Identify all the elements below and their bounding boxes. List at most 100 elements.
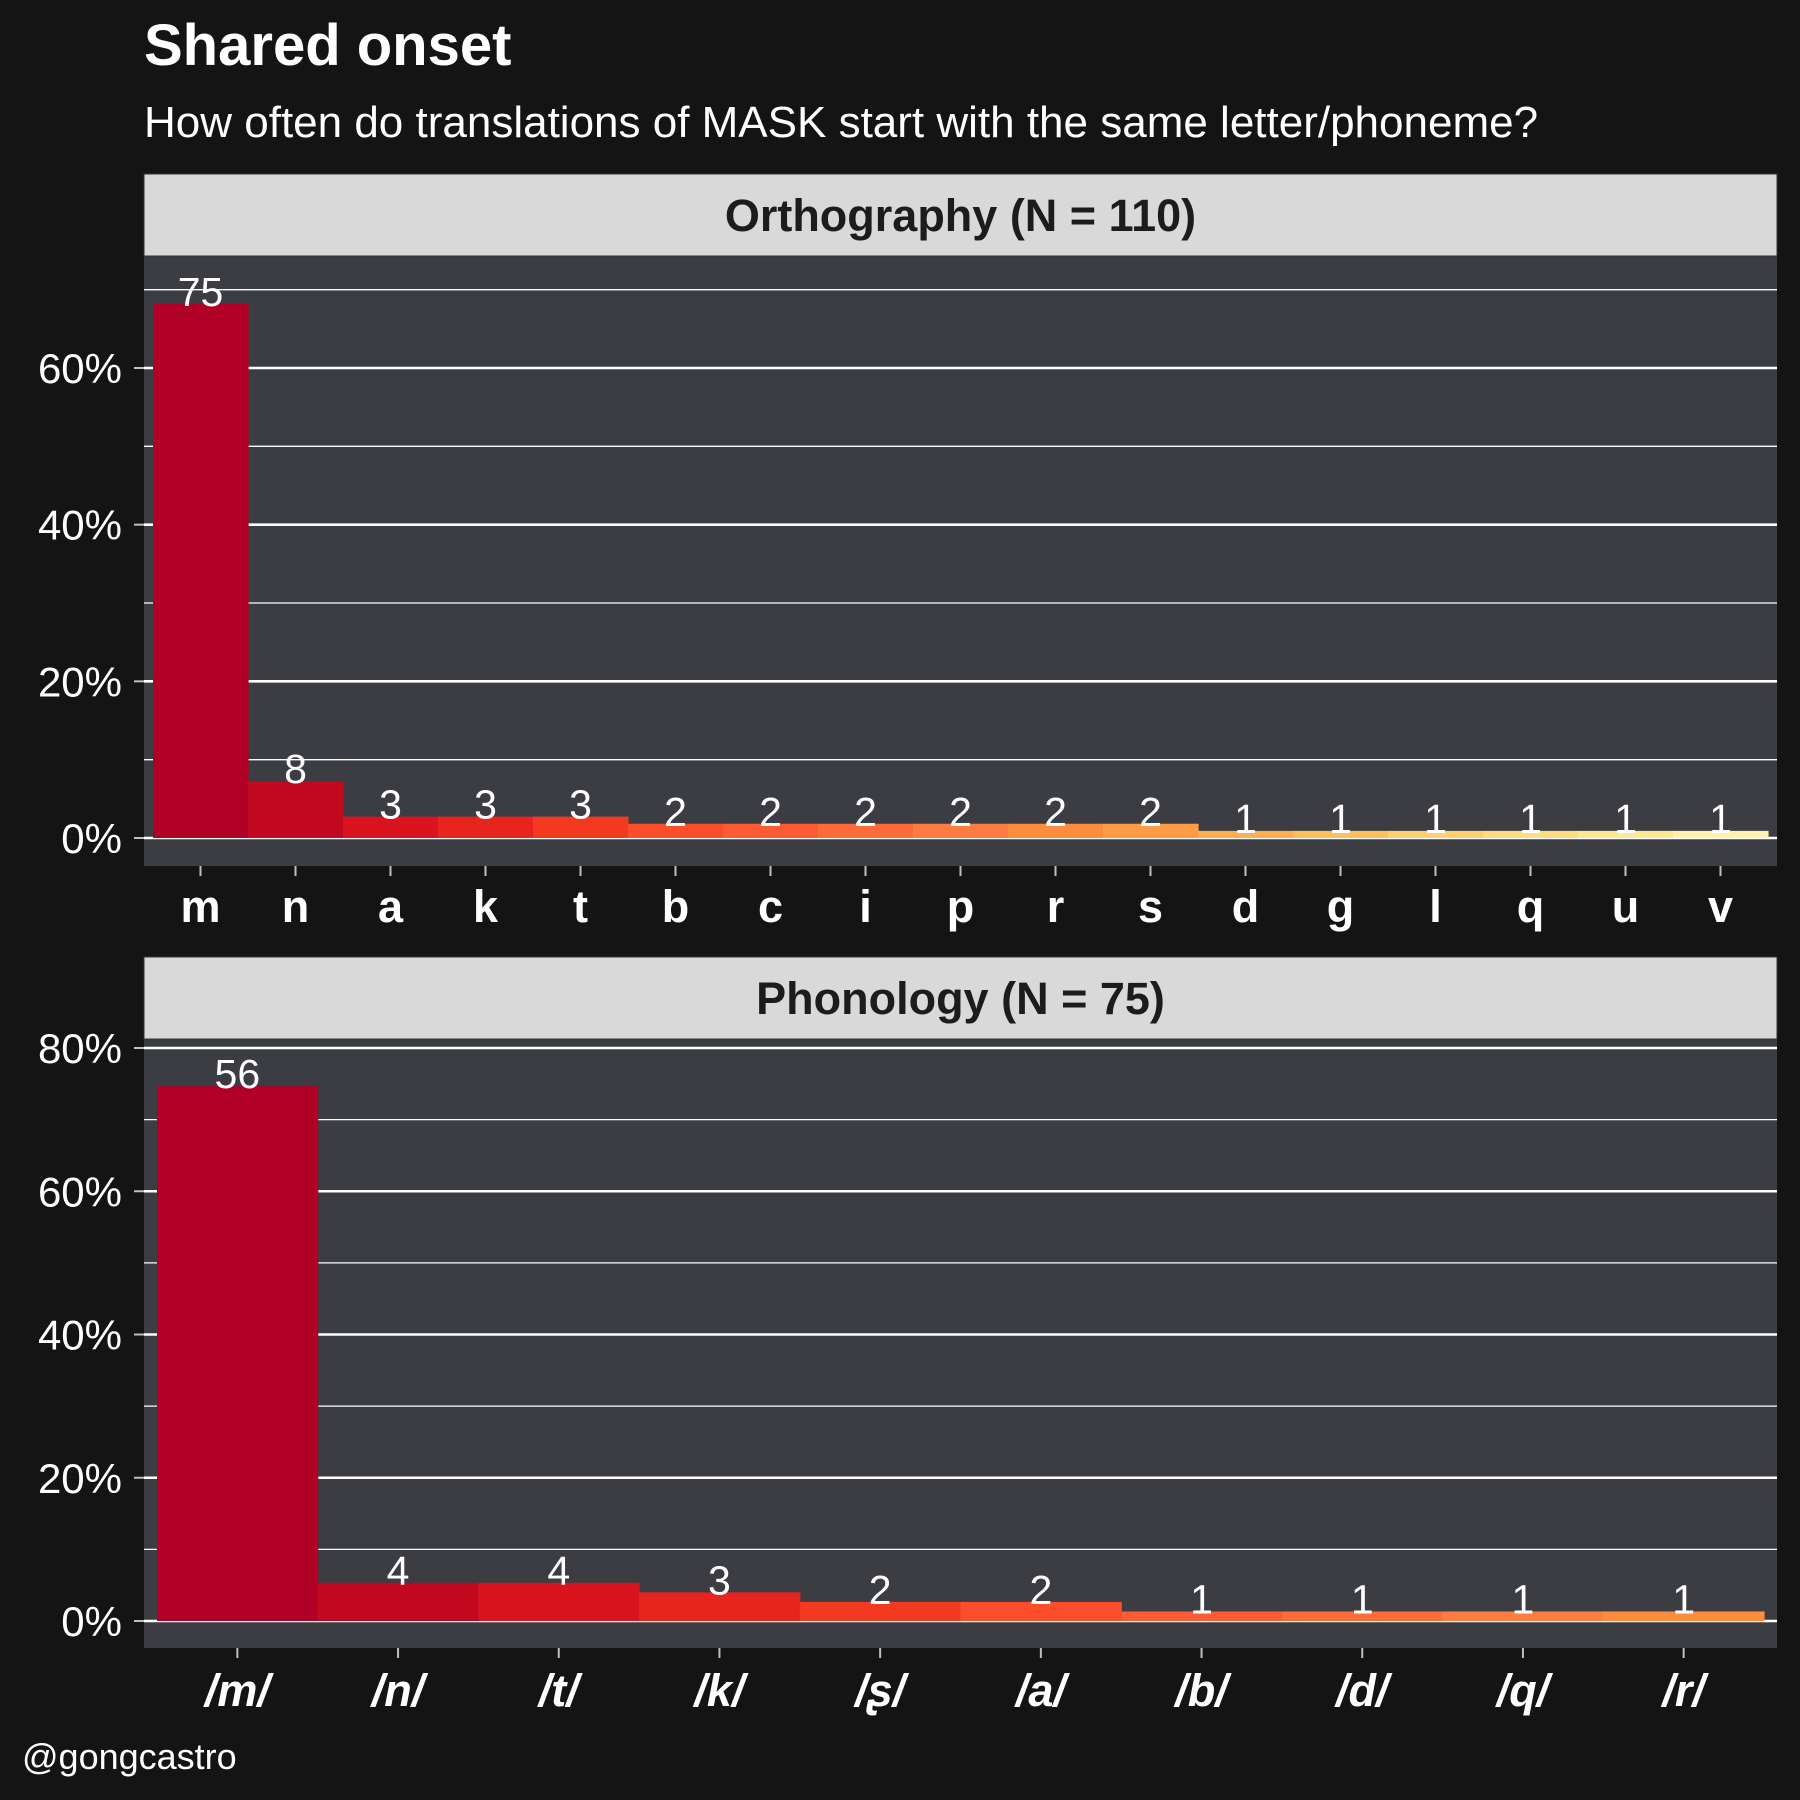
- y-tick-label: 80%: [38, 1025, 122, 1072]
- bar: [438, 816, 534, 838]
- bar: [1442, 1611, 1604, 1621]
- x-tick-label: /ʂ/: [853, 1665, 910, 1716]
- data-label: 2: [759, 789, 782, 835]
- x-tick-label: /q/: [1495, 1665, 1554, 1716]
- x-tick-label: d: [1232, 881, 1260, 932]
- bar: [153, 303, 249, 839]
- data-label: 1: [1519, 796, 1542, 842]
- data-label: 2: [949, 789, 972, 835]
- bar: [1388, 830, 1484, 838]
- bar: [343, 816, 439, 838]
- bar: [248, 781, 344, 838]
- bar: [1281, 1611, 1444, 1621]
- data-label: 4: [387, 1548, 410, 1594]
- data-label: 3: [569, 782, 592, 828]
- x-tick-label: g: [1327, 881, 1355, 932]
- bar: [1293, 830, 1389, 838]
- data-label: 3: [379, 782, 402, 828]
- x-tick-label: /r/: [1660, 1665, 1709, 1716]
- data-label: 3: [708, 1557, 731, 1603]
- panel-title: Phonology (N = 75): [756, 973, 1165, 1024]
- plot-area: [144, 256, 1777, 866]
- x-tick-label: m: [180, 881, 220, 932]
- chart-panel-1: Orthography (N = 110) 0% 20% 40% 60% 75 m 8 n 3 a 3…: [38, 173, 1778, 932]
- data-label: 56: [215, 1051, 261, 1097]
- data-label: 2: [869, 1567, 892, 1613]
- y-tick-label: 60%: [38, 345, 122, 392]
- data-label: 2: [664, 789, 687, 835]
- y-tick-label: 0%: [61, 815, 122, 862]
- x-tick-label: /n/: [370, 1665, 429, 1716]
- data-label: 4: [547, 1548, 570, 1594]
- x-tick-label: v: [1708, 881, 1733, 932]
- bar: [478, 1582, 640, 1621]
- x-tick-label: u: [1612, 881, 1640, 932]
- x-tick-label: i: [859, 881, 872, 932]
- data-label: 1: [1234, 796, 1257, 842]
- data-label: 1: [1424, 796, 1447, 842]
- bar: [1483, 830, 1579, 838]
- data-label: 2: [854, 789, 877, 835]
- bar: [639, 1592, 801, 1621]
- y-tick-label: 20%: [38, 1455, 122, 1502]
- x-tick-label: n: [282, 881, 310, 932]
- data-label: 3: [474, 782, 497, 828]
- bar: [913, 823, 1009, 838]
- bar: [628, 823, 724, 838]
- panel-title: Orthography (N = 110): [725, 190, 1196, 241]
- y-tick-label: 60%: [38, 1168, 122, 1215]
- data-label: 1: [1709, 796, 1732, 842]
- y-tick-label: 20%: [38, 658, 122, 705]
- x-tick-label: c: [758, 881, 783, 932]
- x-tick-label: /d/: [1334, 1665, 1393, 1716]
- x-tick-label: /b/: [1173, 1665, 1232, 1716]
- data-label: 1: [1351, 1576, 1374, 1622]
- bar: [960, 1601, 1122, 1621]
- x-tick-label: p: [947, 881, 975, 932]
- data-label: 2: [1139, 789, 1162, 835]
- x-tick-label: q: [1517, 881, 1545, 932]
- bar: [157, 1086, 319, 1621]
- data-label: 2: [1029, 1567, 1052, 1613]
- plot-area: [144, 1039, 1777, 1648]
- data-label: 1: [1190, 1576, 1213, 1622]
- x-tick-label: l: [1429, 881, 1442, 932]
- bar: [818, 823, 914, 838]
- x-tick-label: b: [662, 881, 690, 932]
- bar: [723, 823, 819, 838]
- bar: [799, 1601, 962, 1621]
- bar: [1121, 1611, 1283, 1621]
- x-tick-label: k: [473, 881, 499, 932]
- bar: [1578, 830, 1674, 838]
- y-tick-label: 40%: [38, 1312, 122, 1359]
- panel-strip: [143, 173, 1778, 257]
- bar: [1008, 823, 1104, 838]
- data-label: 1: [1329, 796, 1352, 842]
- data-label: 75: [178, 269, 224, 315]
- x-tick-label: s: [1138, 881, 1163, 932]
- x-tick-label: /a/: [1014, 1665, 1071, 1716]
- x-tick-label: a: [378, 881, 404, 932]
- x-tick-label: /m/: [203, 1665, 275, 1716]
- x-tick-label: /k/: [692, 1665, 749, 1716]
- x-tick-label: /t/: [537, 1665, 583, 1716]
- y-tick-label: 40%: [38, 502, 122, 549]
- bar: [1673, 830, 1769, 838]
- bar: [317, 1582, 479, 1621]
- x-tick-label: r: [1047, 881, 1065, 932]
- data-label: 1: [1614, 796, 1637, 842]
- x-tick-label: t: [573, 881, 588, 932]
- bar: [1198, 830, 1294, 838]
- bar: [533, 816, 629, 838]
- data-label: 8: [284, 746, 307, 792]
- data-label: 2: [1044, 789, 1067, 835]
- page-subtitle: How often do translations of MASK start …: [144, 98, 1539, 147]
- data-label: 1: [1672, 1576, 1695, 1622]
- bar: [1603, 1611, 1765, 1621]
- panel-strip: [143, 956, 1778, 1040]
- page-title: Shared onset: [144, 13, 512, 78]
- data-label: 1: [1512, 1576, 1535, 1622]
- caption: @gongcastro: [22, 1736, 237, 1777]
- bar: [1103, 823, 1199, 838]
